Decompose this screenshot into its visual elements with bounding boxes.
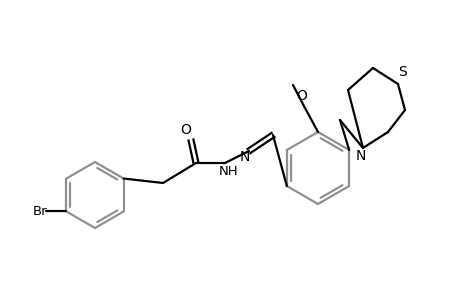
Text: O: O bbox=[180, 123, 191, 137]
Text: S: S bbox=[398, 65, 407, 79]
Text: Br: Br bbox=[33, 205, 48, 218]
Text: O: O bbox=[296, 89, 307, 103]
Text: N: N bbox=[355, 149, 365, 163]
Text: NH: NH bbox=[218, 164, 238, 178]
Text: N: N bbox=[239, 150, 250, 164]
